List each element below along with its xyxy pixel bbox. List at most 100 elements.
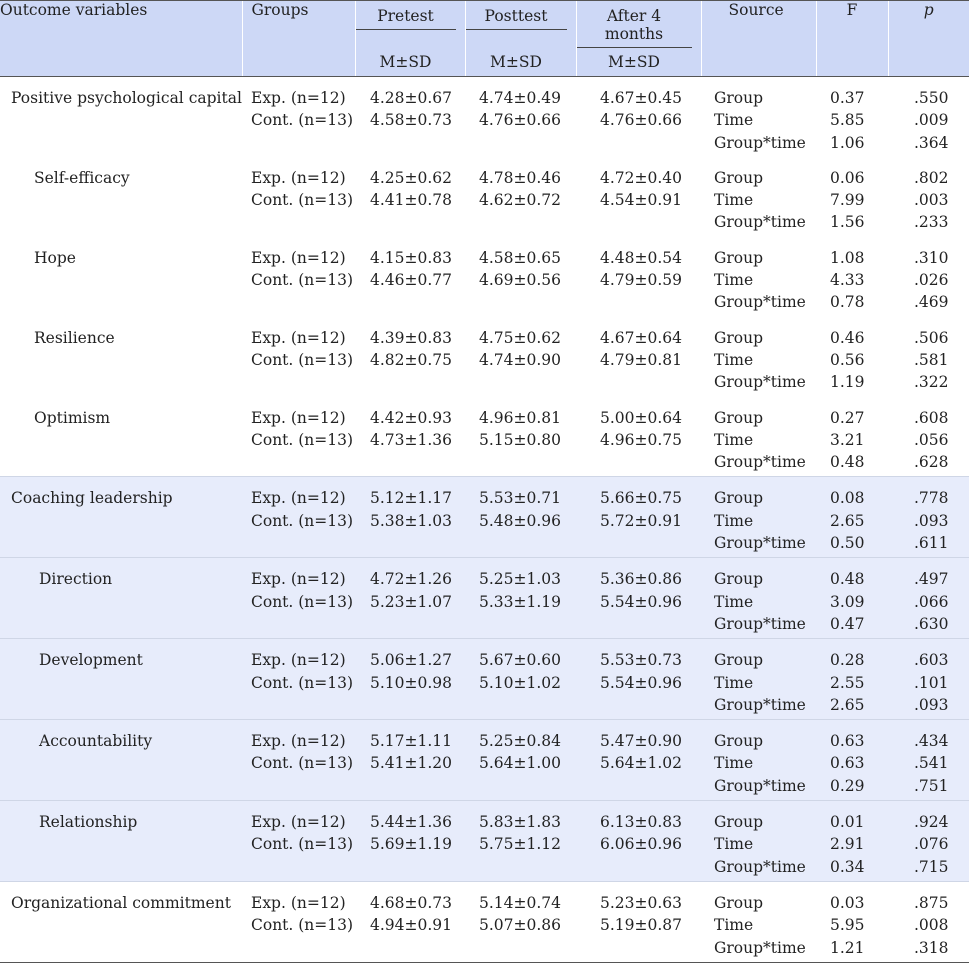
cell-value: 5.69±1.19 xyxy=(370,835,453,854)
cell-value: 5.12±1.17 xyxy=(370,489,453,508)
cell-value: 5.54±0.96 xyxy=(600,673,683,692)
table-row: Development Exp. (n=12) Cont. (n=13) 5.06±1… xyxy=(0,638,969,720)
header-f: F xyxy=(815,0,888,77)
f-cell: 0.63 0.63 0.29 xyxy=(816,719,888,801)
table-row: Hope Exp. (n=12) Cont. (n=13) 4.15±0.83 4.46… xyxy=(0,237,969,317)
cell-value: .550 xyxy=(914,89,949,107)
cell-value: .608 xyxy=(914,408,949,427)
cell-value: .778 xyxy=(914,489,949,508)
groups-cell: Exp. (n=12) Cont. (n=13) xyxy=(242,719,355,801)
cell-value: 4.94±0.91 xyxy=(370,916,453,935)
cell-value: .506 xyxy=(914,328,949,347)
cell-value: 0.37 xyxy=(830,89,865,107)
cell-value: .003 xyxy=(914,191,949,210)
pretest-cell: 4.68±0.73 4.94±0.91 xyxy=(355,880,465,963)
p-cell: .778 .093 .611 xyxy=(888,476,969,558)
outcome-label: Direction xyxy=(0,557,242,639)
cell-value: 0.34 xyxy=(830,857,865,876)
cell-value: .611 xyxy=(914,534,949,553)
source-cell: Group Time Group*time xyxy=(701,317,816,397)
cell-value: Group*time xyxy=(714,453,806,472)
cell-value: Group*time xyxy=(714,614,806,633)
cell-value: 4.96±0.75 xyxy=(600,430,683,449)
header-p: p xyxy=(887,0,969,77)
p-cell: .802 .003 .233 xyxy=(888,157,969,237)
header-msd-posttest: M±SD xyxy=(464,48,576,77)
source-cell: Group Time Group*time xyxy=(701,77,816,157)
pretest-cell: 5.44±1.36 5.69±1.19 xyxy=(355,800,465,882)
header-outcome-variables: Outcome variables xyxy=(0,0,242,77)
after-cell: 6.13±0.83 6.06±0.96 xyxy=(576,800,701,882)
cell-value: 0.06 xyxy=(830,168,865,187)
outcome-label: Hope xyxy=(34,248,76,267)
posttest-cell: 5.25±1.03 5.33±1.19 xyxy=(465,557,576,639)
cell-value: 5.17±1.11 xyxy=(370,732,453,751)
cell-value: Group*time xyxy=(714,213,806,232)
cell-value: Time xyxy=(714,592,754,611)
cell-value: 0.63 xyxy=(830,732,865,751)
cell-value: 2.55 xyxy=(830,673,865,692)
cell-value: 4.67±0.64 xyxy=(600,328,683,347)
cell-value: 1.19 xyxy=(830,373,865,392)
cell-value: 5.75±1.12 xyxy=(479,835,562,854)
cell-value: 0.29 xyxy=(830,776,865,795)
cell-value: .581 xyxy=(914,350,949,369)
p-cell: .603 .101 .093 xyxy=(888,638,969,720)
cell-value: 4.68±0.73 xyxy=(370,893,453,912)
f-cell: 0.01 2.91 0.34 xyxy=(816,800,888,882)
pretest-cell: 4.39±0.83 4.82±0.75 xyxy=(355,317,465,397)
cell-value: 4.15±0.83 xyxy=(370,248,453,267)
cell-value: 5.66±0.75 xyxy=(600,489,683,508)
cell-value: 5.95 xyxy=(830,916,865,935)
groups-cell: Exp. (n=12) Cont. (n=13) xyxy=(242,800,355,882)
cell-value: 4.25±0.62 xyxy=(370,168,453,187)
cell-value: .364 xyxy=(914,133,949,152)
source-cell: Group Time Group*time xyxy=(701,880,816,963)
cell-value: 4.58±0.73 xyxy=(370,111,453,130)
cell-value: 5.15±0.80 xyxy=(479,430,562,449)
header-msd-pretest: M±SD xyxy=(354,48,465,77)
source-cell: Group Time Group*time xyxy=(701,397,816,477)
groups-cell: Exp. (n=12) Cont. (n=13) xyxy=(242,557,355,639)
cell-value: 4.42±0.93 xyxy=(370,408,453,427)
cell-value: 5.53±0.71 xyxy=(479,489,562,508)
cell-value: Group*time xyxy=(714,133,806,152)
cell-value: 5.10±1.02 xyxy=(479,673,562,692)
cell-value: 0.48 xyxy=(830,453,865,472)
cell-value: 4.96±0.81 xyxy=(479,408,562,427)
cell-value: 0.01 xyxy=(830,813,865,832)
f-cell: 0.48 3.09 0.47 xyxy=(816,557,888,639)
cell-value: 4.39±0.83 xyxy=(370,328,453,347)
header-groups: Groups xyxy=(241,0,355,77)
cell-value: 0.03 xyxy=(830,893,865,912)
cell-value: .434 xyxy=(914,732,949,751)
cell-value: Exp. (n=12) xyxy=(251,489,346,508)
pretest-cell: 4.28±0.67 4.58±0.73 xyxy=(355,77,465,157)
cell-value: 5.23±0.63 xyxy=(600,893,683,912)
cell-value: .751 xyxy=(914,776,949,795)
p-cell: .506 .581 .322 xyxy=(888,317,969,397)
posttest-cell: 5.67±0.60 5.10±1.02 xyxy=(465,638,576,720)
cell-value: .497 xyxy=(914,570,949,589)
cell-value: 3.21 xyxy=(830,430,865,449)
cell-value: 5.64±1.00 xyxy=(479,754,562,773)
cell-value: 5.14±0.74 xyxy=(479,893,562,912)
cell-value: 5.36±0.86 xyxy=(600,570,683,589)
cell-value: 7.99 xyxy=(830,191,865,210)
cell-value: Time xyxy=(714,350,754,369)
cell-value: Group xyxy=(714,893,764,912)
cell-value: 4.41±0.78 xyxy=(370,191,453,210)
cell-value: 5.67±0.60 xyxy=(479,651,562,670)
cell-value: .233 xyxy=(914,213,949,232)
cell-value: 5.53±0.73 xyxy=(600,651,683,670)
cell-value: .093 xyxy=(914,511,949,530)
posttest-cell: 4.96±0.81 5.15±0.80 xyxy=(465,397,576,477)
pretest-cell: 4.72±1.26 5.23±1.07 xyxy=(355,557,465,639)
table-row: Direction Exp. (n=12) Cont. (n=13) 4.72±1.2… xyxy=(0,557,969,639)
cell-value: 0.47 xyxy=(830,614,865,633)
table-row: Self-efficacy Exp. (n=12) Cont. (n=13) 4.25… xyxy=(0,157,969,237)
cell-value: Group xyxy=(714,732,764,751)
cell-value: .715 xyxy=(914,857,949,876)
cell-value: 5.33±1.19 xyxy=(479,592,562,611)
cell-value: Group xyxy=(714,328,764,347)
